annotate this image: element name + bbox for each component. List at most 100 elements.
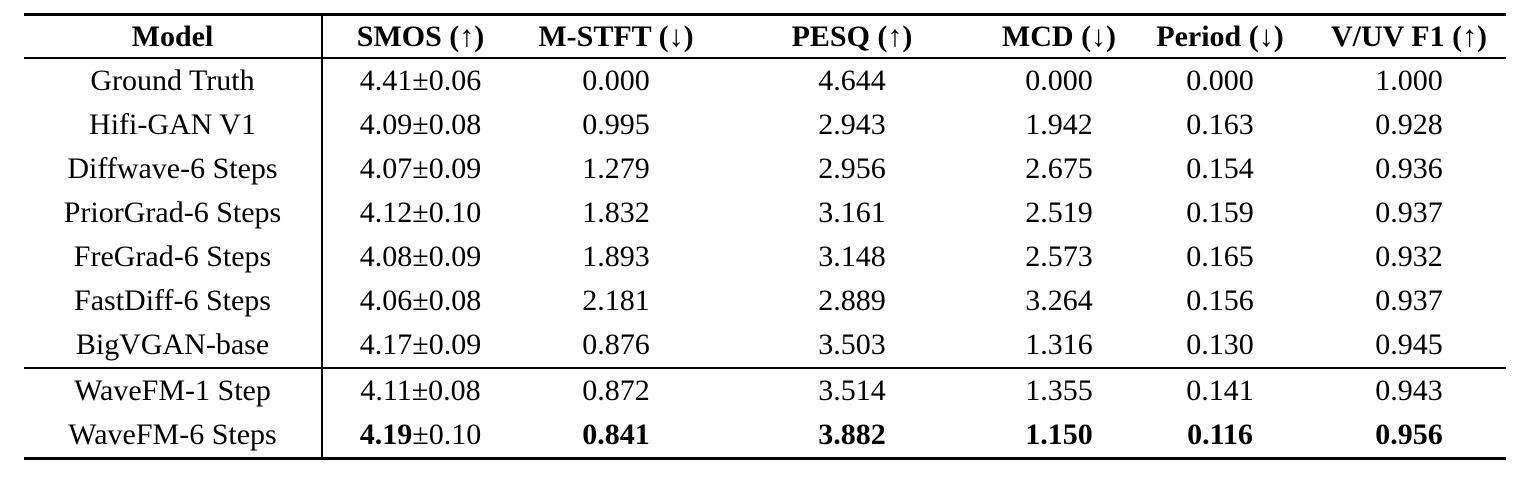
vuv-f1-cell: 0.928 — [1375, 108, 1443, 141]
smos-stddev: ±0.10 — [412, 196, 482, 229]
smos-cell: 4.06±0.08 — [322, 279, 518, 323]
table-header: Model SMOS (↑) M-STFT (↓) PESQ (↑) MCD (… — [24, 13, 1506, 59]
smos-cell: 4.41±0.06 — [322, 58, 518, 103]
smos-stddev: ±0.08 — [412, 108, 482, 141]
mstft-cell: 0.000 — [582, 64, 650, 97]
mcd-cell: 3.264 — [1025, 284, 1093, 317]
smos-stddev: ±0.08 — [412, 284, 482, 317]
mcd-cell: 2.675 — [1025, 152, 1093, 185]
smos-value: 4.06 — [359, 284, 413, 317]
table-row: WaveFM-6 Steps 4.19±0.10 0.841 3.882 1.1… — [24, 413, 1506, 460]
smos-value: 4.11 — [360, 374, 412, 407]
pesq-cell: 3.514 — [714, 367, 990, 413]
smos-cell: 4.11±0.08 — [322, 367, 518, 413]
table-row: Ground Truth 4.41±0.06 0.000 4.644 0.000… — [24, 58, 1506, 103]
period-cell: 0.159 — [1186, 196, 1254, 229]
vuv-f1-cell: 1.000 — [1375, 64, 1443, 97]
table-row: FreGrad-6 Steps 4.08±0.09 1.893 3.148 2.… — [24, 235, 1506, 279]
pesq-cell: 4.644 — [818, 64, 886, 97]
smos-cell: 4.17±0.09 — [322, 323, 518, 368]
model-name-cell: Ground Truth — [24, 58, 323, 103]
smos-cell: 4.12±0.10 — [322, 191, 518, 235]
smos-cell: 4.19±0.10 — [322, 413, 518, 460]
smos-value: 4.12 — [359, 196, 413, 229]
period-cell: 0.116 — [1128, 413, 1312, 460]
mstft-cell: 0.841 — [518, 413, 714, 460]
vuv-f1-cell: 0.937 — [1375, 284, 1443, 317]
col-header-mstft: M-STFT (↓) — [518, 13, 714, 59]
mstft-cell: 1.279 — [582, 152, 650, 185]
mcd-cell: 2.519 — [1025, 196, 1093, 229]
pesq-cell: 2.889 — [818, 284, 886, 317]
period-cell: 0.163 — [1186, 108, 1254, 141]
smos-stddev: ±0.09 — [412, 328, 482, 361]
smos-value: 4.41 — [359, 64, 413, 97]
model-name-cell: WaveFM-6 Steps — [24, 413, 323, 460]
smos-cell: 4.07±0.09 — [322, 147, 518, 191]
table-body: Ground Truth 4.41±0.06 0.000 4.644 0.000… — [24, 58, 1506, 460]
mcd-cell: 1.355 — [990, 367, 1128, 413]
mcd-cell: 0.000 — [1025, 64, 1093, 97]
mcd-cell: 1.150 — [990, 413, 1128, 460]
model-name-cell: PriorGrad-6 Steps — [24, 191, 323, 235]
mcd-cell: 1.316 — [1025, 328, 1093, 361]
model-name-cell: WaveFM-1 Step — [24, 367, 323, 413]
period-cell: 0.130 — [1186, 328, 1254, 361]
smos-value: 4.08 — [359, 240, 413, 273]
period-cell: 0.165 — [1186, 240, 1254, 273]
smos-value: 4.17 — [359, 328, 413, 361]
smos-stddev: ±0.09 — [412, 152, 482, 185]
model-name-cell: FastDiff-6 Steps — [24, 279, 323, 323]
mstft-cell: 0.872 — [518, 367, 714, 413]
col-header-mcd: MCD (↓) — [990, 13, 1128, 59]
mstft-cell: 0.995 — [582, 108, 650, 141]
model-name-cell: Diffwave-6 Steps — [24, 147, 323, 191]
model-name-cell: FreGrad-6 Steps — [24, 235, 323, 279]
table-row: WaveFM-1 Step 4.11±0.08 0.872 3.514 1.35… — [24, 367, 1506, 413]
mstft-cell: 2.181 — [582, 284, 650, 317]
col-header-pesq: PESQ (↑) — [714, 13, 990, 59]
table-row: Diffwave-6 Steps 4.07±0.09 1.279 2.956 2… — [24, 147, 1506, 191]
smos-cell: 4.08±0.09 — [322, 235, 518, 279]
vuv-f1-cell: 0.956 — [1312, 413, 1506, 460]
col-header-model: Model — [24, 13, 323, 59]
smos-stddev: ±0.08 — [411, 374, 481, 407]
pesq-cell: 3.503 — [818, 328, 886, 361]
pesq-cell: 2.943 — [818, 108, 886, 141]
mstft-cell: 1.832 — [582, 196, 650, 229]
vuv-f1-cell: 0.943 — [1312, 367, 1506, 413]
smos-cell: 4.09±0.08 — [322, 103, 518, 147]
model-name-cell: Hifi-GAN V1 — [24, 103, 323, 147]
table-row: PriorGrad-6 Steps 4.12±0.10 1.832 3.161 … — [24, 191, 1506, 235]
results-table: Model SMOS (↑) M-STFT (↓) PESQ (↑) MCD (… — [24, 13, 1506, 460]
col-header-smos: SMOS (↑) — [322, 13, 518, 59]
col-header-period: Period (↓) — [1128, 13, 1312, 59]
smos-stddev: ±0.09 — [412, 240, 482, 273]
col-header-vuv-f1: V/UV F1 (↑) — [1312, 13, 1506, 59]
model-name-cell: BigVGAN-base — [24, 323, 323, 368]
pesq-cell: 2.956 — [818, 152, 886, 185]
pesq-cell: 3.882 — [714, 413, 990, 460]
period-cell: 0.154 — [1186, 152, 1254, 185]
mcd-cell: 1.942 — [1025, 108, 1093, 141]
vuv-f1-cell: 0.936 — [1375, 152, 1443, 185]
period-cell: 0.141 — [1128, 367, 1312, 413]
mstft-cell: 1.893 — [582, 240, 650, 273]
header-row: Model SMOS (↑) M-STFT (↓) PESQ (↑) MCD (… — [24, 13, 1506, 59]
vuv-f1-cell: 0.945 — [1375, 328, 1443, 361]
table-row: FastDiff-6 Steps 4.06±0.08 2.181 2.889 3… — [24, 279, 1506, 323]
table-row: BigVGAN-base 4.17±0.09 0.876 3.503 1.316… — [24, 323, 1506, 368]
pesq-cell: 3.161 — [818, 196, 886, 229]
smos-stddev: ±0.06 — [412, 64, 482, 97]
pesq-cell: 3.148 — [818, 240, 886, 273]
smos-value: 4.19 — [359, 418, 413, 451]
table-row: Hifi-GAN V1 4.09±0.08 0.995 2.943 1.942 … — [24, 103, 1506, 147]
mstft-cell: 0.876 — [582, 328, 650, 361]
vuv-f1-cell: 0.937 — [1375, 196, 1443, 229]
period-cell: 0.000 — [1186, 64, 1254, 97]
smos-value: 4.07 — [359, 152, 413, 185]
smos-value: 4.09 — [359, 108, 413, 141]
smos-stddev: ±0.10 — [412, 418, 482, 451]
vuv-f1-cell: 0.932 — [1375, 240, 1443, 273]
mcd-cell: 2.573 — [1025, 240, 1093, 273]
